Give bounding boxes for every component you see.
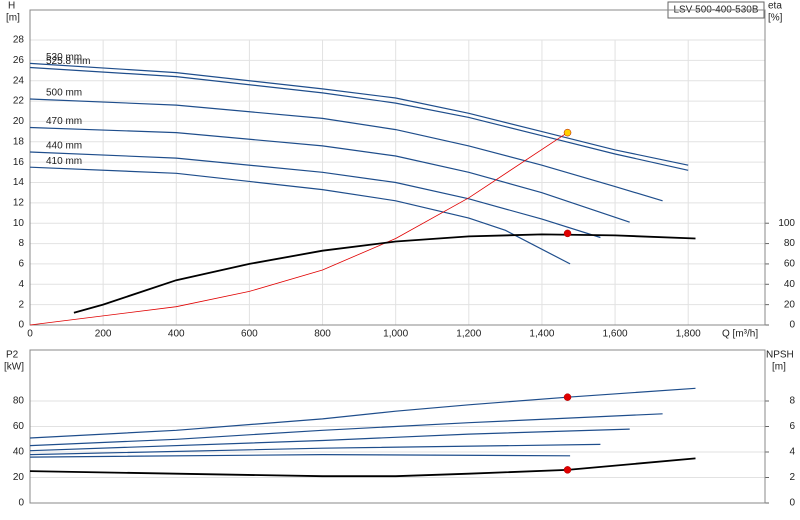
y-tick-label: 14 — [13, 177, 25, 188]
curve-label: 500 mm — [46, 88, 82, 99]
x-tick-label: 1,800 — [676, 329, 701, 340]
y-tick-label: 18 — [13, 136, 25, 147]
y-tick-label: 20 — [13, 116, 25, 127]
x-tick-label: 1,400 — [529, 329, 554, 340]
y2-tick-label: 4 — [789, 447, 795, 458]
x-tick-label: 200 — [95, 329, 112, 340]
y-tick-label: 16 — [13, 157, 25, 168]
y-tick-label: 22 — [13, 96, 25, 107]
y-tick-label: 0 — [18, 320, 24, 331]
y-tick-label: 24 — [13, 75, 25, 86]
y2-tick-label: 20 — [784, 299, 796, 310]
y-tick-label: 2 — [18, 299, 24, 310]
y-tick-label: 26 — [13, 55, 25, 66]
y2-tick-label: 2 — [789, 472, 795, 483]
plot-frame — [29, 9, 766, 326]
y2-tick-label: 100 — [778, 218, 795, 229]
curve — [29, 62, 689, 166]
duty-point — [563, 128, 572, 137]
x-tick-label: 1,200 — [456, 329, 481, 340]
curve — [73, 233, 696, 314]
y2-tick-label: 6 — [789, 421, 795, 432]
curve-label: 530 mm — [46, 52, 82, 63]
x-tick-label: 800 — [314, 329, 331, 340]
curve — [29, 151, 601, 239]
y-tick-label: 80 — [13, 396, 25, 407]
x-label: Q [m³/h] — [722, 329, 758, 340]
y-tick-label: 28 — [13, 35, 25, 46]
y2-tick-label: 40 — [784, 279, 796, 290]
y-tick-label: 4 — [18, 279, 24, 290]
y-tick-label: 6 — [18, 259, 24, 270]
y-unit: [kW] — [4, 362, 24, 373]
x-tick-label: 1,000 — [383, 329, 408, 340]
y-tick-label: 20 — [13, 472, 25, 483]
duty-point — [563, 466, 572, 474]
curve — [29, 428, 630, 452]
y-tick-label: 0 — [18, 498, 24, 509]
y2-tick-label: 0 — [789, 498, 795, 509]
curve-label: 440 mm — [46, 141, 82, 152]
x-tick-label: 400 — [168, 329, 185, 340]
y2-label: NPSH — [766, 350, 794, 361]
curve-label: 525.8 mm — [46, 56, 90, 67]
duty-point — [563, 229, 572, 238]
y2-label: eta — [768, 1, 782, 12]
curve — [29, 443, 601, 456]
x-tick-label: 1,600 — [603, 329, 628, 340]
y-tick-label: 10 — [13, 218, 25, 229]
curve — [29, 413, 663, 447]
y2-tick-label: 8 — [789, 396, 795, 407]
curve-label: 410 mm — [46, 156, 82, 167]
y-unit: [m] — [6, 13, 20, 24]
curve — [29, 66, 689, 171]
y2-unit: [%] — [768, 13, 783, 24]
curve-label: 470 mm — [46, 116, 82, 127]
y-label: P2 — [6, 350, 19, 361]
curve — [29, 126, 630, 223]
x-tick-label: 600 — [241, 329, 258, 340]
y2-tick-label: 60 — [784, 259, 796, 270]
curve — [29, 98, 663, 202]
y2-tick-label: 0 — [789, 320, 795, 331]
y2-unit: [m] — [772, 362, 786, 373]
curve — [29, 453, 571, 458]
y-tick-label: 60 — [13, 421, 25, 432]
y2-tick-label: 80 — [784, 238, 796, 249]
y-tick-label: 40 — [13, 447, 25, 458]
curve — [29, 132, 568, 326]
y-tick-label: 12 — [13, 197, 25, 208]
x-tick-label: 0 — [27, 329, 33, 340]
curve — [29, 166, 571, 265]
duty-point — [563, 393, 572, 401]
curve — [29, 457, 696, 478]
y-tick-label: 8 — [18, 238, 24, 249]
y-label: H — [8, 1, 15, 12]
plot-frame — [29, 349, 766, 504]
